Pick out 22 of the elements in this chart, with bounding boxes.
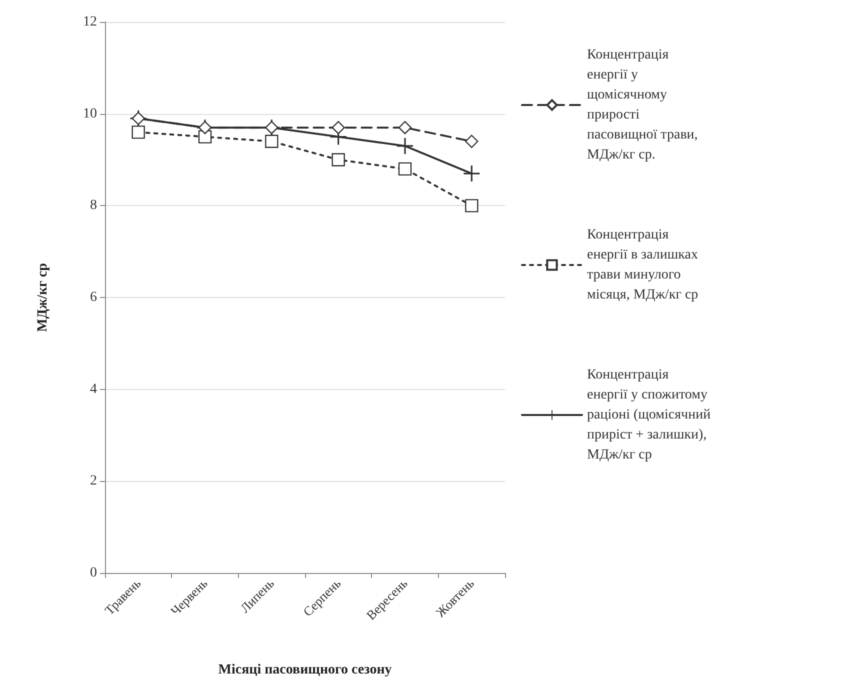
y-tick-label: 6	[90, 290, 97, 305]
point	[464, 166, 480, 182]
y-tick-label: 4	[90, 382, 97, 397]
y-tick-label: 2	[90, 474, 97, 489]
point	[265, 134, 278, 148]
point	[397, 138, 413, 154]
point	[465, 199, 478, 212]
legend-label: Концентрація енергії у спожитому раціоні (щомісячний приріст + залишки), МДж/кг ср	[587, 368, 714, 462]
point	[198, 130, 212, 144]
y-tick-label: 8	[90, 198, 97, 214]
point	[332, 153, 345, 166]
legend-label: Концентрація енергії у щомісячному прирості пасовищної трави, МДж/кг ср.	[587, 48, 702, 162]
legend-label: Концентрація енергії в залишках трави минулого місяця, МДж/кг ср	[587, 228, 702, 302]
y-tick-label: 0	[90, 566, 97, 580]
y-tick-label: 12	[83, 14, 97, 30]
point	[332, 121, 345, 134]
point	[398, 162, 412, 176]
x-axis-title: Місяці пасовищного сезону	[218, 662, 392, 678]
point	[398, 121, 412, 134]
point	[132, 126, 145, 139]
y-tick-label: 10	[83, 106, 97, 122]
y-axis-title: МДж/кг ср	[36, 262, 50, 332]
